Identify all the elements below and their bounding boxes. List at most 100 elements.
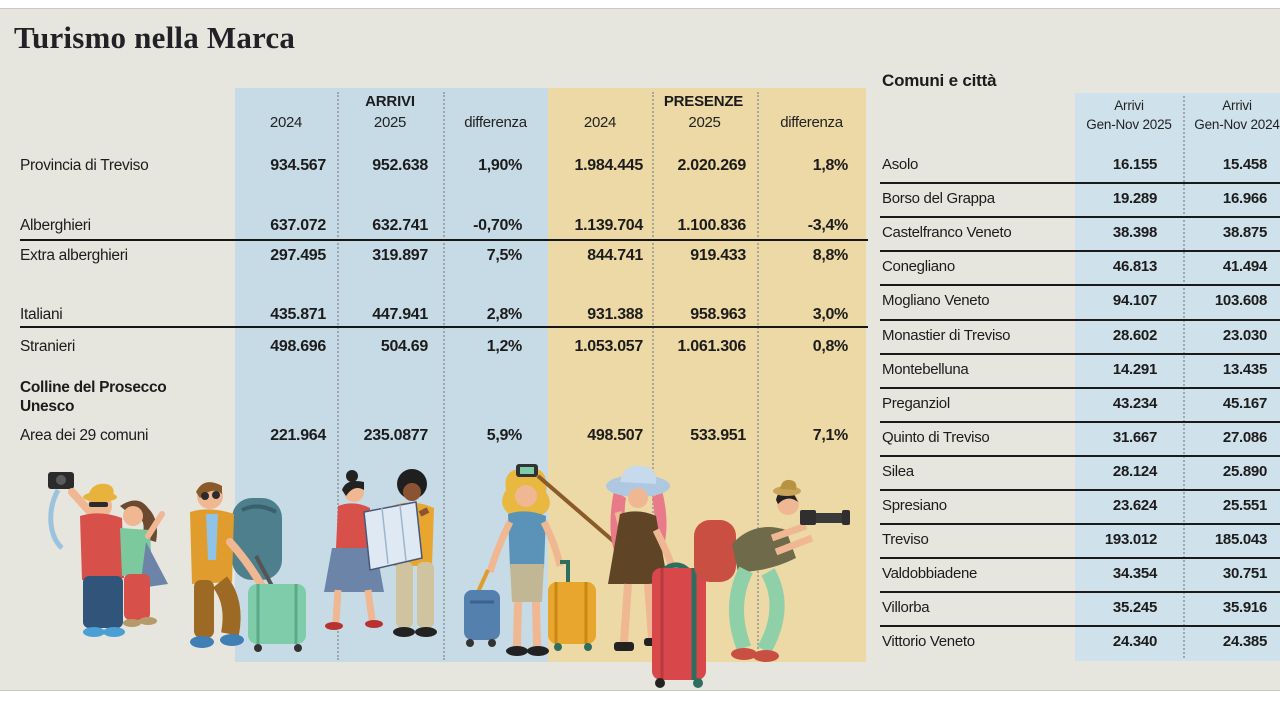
comune-name: Valdobbiadene [882,565,978,582]
arrivi-2025-value: 504.69 [380,338,428,355]
arrivi-2024-value: 38.875 [1222,224,1267,241]
arrivi-2025-value: 28.124 [1112,463,1157,480]
column-divider [337,92,339,660]
arrivi-2025-value: 19.289 [1112,190,1157,207]
arrivi-2025-value: 24.340 [1112,633,1157,650]
row-divider [880,182,1280,184]
arrivi-diff-value: 5,9% [486,427,523,444]
row-divider [880,523,1280,525]
presenze-diff-value: -3,4% [807,217,849,234]
arrivi-2025-value: 952.638 [372,157,428,174]
presenze-2024-value: 498.507 [587,427,643,444]
table-row: Alberghieri 637.072 632.741 -0,70% 1.139… [0,217,868,237]
header-line2: Gen-Nov 2024 [1194,117,1280,132]
row-divider [880,557,1280,559]
presenze-diff-value: 1,8% [812,157,849,174]
presenze-diff-header: differenza [780,114,843,131]
arrivi-2024-value: 45.167 [1222,395,1267,412]
arrivi-2025-value: 193.012 [1104,531,1157,548]
row-divider [880,284,1280,286]
comuni-row: Castelfranco Veneto 38.398 38.875 [880,224,1280,244]
comuni-row: Montebelluna 14.291 13.435 [880,361,1280,381]
top-strip [0,0,1280,9]
row-divider [880,591,1280,593]
arrivi-2025-header: 2025 [373,114,407,131]
column-divider [1183,96,1185,658]
arrivi-2024-value: 498.696 [270,338,326,355]
selfie-couple-illustration [48,472,168,637]
presenze-2025-value: 1.061.306 [677,338,747,355]
tourists-illustration [48,464,850,688]
comuni-table-title: Comuni e città [882,71,997,90]
bottom-strip [0,690,1280,702]
table-row: Provincia di Treviso 934.567 952.638 1,9… [0,157,868,177]
presenze-group-header: PRESENZE [663,93,744,110]
column-divider [443,92,445,660]
arrivi-2024-value: 30.751 [1222,565,1267,582]
comuni-row: Villorba 35.245 35.916 [880,599,1280,619]
row-divider [880,625,1280,627]
presenze-2025-value: 533.951 [690,427,746,444]
comuni-row: Borso del Grappa 19.289 16.966 [880,190,1280,210]
arrivi-2025-value: 235.0877 [363,427,429,444]
arrivi-panel [235,88,548,662]
comune-name: Quinto di Treviso [882,429,990,446]
comune-name: Treviso [882,531,929,548]
comuni-row: Spresiano 23.624 25.551 [880,497,1280,517]
arrivi-2025-value: 35.245 [1112,599,1157,616]
divider-line [20,326,868,328]
comune-name: Vittorio Veneto [882,633,975,650]
row-label: Alberghieri [20,217,91,234]
arrivi-2024-value: 35.916 [1222,599,1267,616]
table-row: Area dei 29 comuni 221.964 235.0877 5,9%… [0,427,868,447]
comune-name: Castelfranco Veneto [882,224,1012,241]
arrivi-diff-value: 7,5% [486,247,523,264]
row-divider [880,489,1280,491]
comune-name: Borso del Grappa [882,190,995,207]
section-title-line1: Colline del Prosecco [20,379,167,396]
table-row: Stranieri 498.696 504.69 1,2% 1.053.057 … [0,338,868,358]
presenze-diff-value: 8,8% [812,247,849,264]
presenze-2025-value: 1.100.836 [677,217,747,234]
arrivi-2025-value: 16.155 [1112,156,1157,173]
comune-name: Villorba [882,599,930,616]
presenze-diff-value: 7,1% [812,427,849,444]
row-divider [880,319,1280,321]
comuni-row: Treviso 193.012 185.043 [880,531,1280,551]
comuni-row: Asolo 16.155 15.458 [880,156,1280,176]
photographer-illustration [694,479,850,662]
arrivi-2024-value: 41.494 [1222,258,1267,275]
arrivi-2025-value: 34.354 [1112,565,1157,582]
comuni-col-2025-header: Arrivi Gen-Nov 2025 [1076,96,1182,134]
column-divider [757,92,759,660]
presenze-2024-value: 1.139.704 [574,217,644,234]
presenze-2024-header: 2024 [583,114,617,131]
arrivi-diff-value: -0,70% [473,217,522,234]
divider-line [20,239,868,241]
row-divider [880,353,1280,355]
arrivi-2024-value: 297.495 [270,247,326,264]
arrivi-group-header: ARRIVI [365,93,415,110]
arrivi-2024-value: 16.966 [1222,190,1267,207]
comuni-row: Monastier di Treviso 28.602 23.030 [880,327,1280,347]
selfie-stick-woman-illustration [516,464,706,688]
section-title: Colline del Prosecco Unesco [20,378,167,416]
presenze-2025-header: 2025 [688,114,721,131]
presenze-2024-value: 844.741 [587,247,643,264]
arrivi-diff-value: 2,8% [486,306,523,323]
comuni-row: Preganziol 43.234 45.167 [880,395,1280,415]
comuni-row: Valdobbiadene 34.354 30.751 [880,565,1280,585]
row-divider [880,421,1280,423]
arrivi-2024-value: 25.551 [1222,497,1267,514]
comuni-row: Vittorio Veneto 24.340 24.385 [880,633,1280,653]
arrivi-2025-value: 28.602 [1112,327,1157,344]
arrivi-2024-value: 185.043 [1214,531,1267,548]
presenze-2025-value: 919.433 [690,247,746,264]
comune-name: Conegliano [882,258,955,275]
arrivi-2024-value: 15.458 [1222,156,1267,173]
comuni-row: Conegliano 46.813 41.494 [880,258,1280,278]
comuni-col-2024-header: Arrivi Gen-Nov 2024 [1185,96,1280,134]
presenze-diff-value: 0,8% [812,338,849,355]
arrivi-2024-value: 934.567 [270,157,326,174]
